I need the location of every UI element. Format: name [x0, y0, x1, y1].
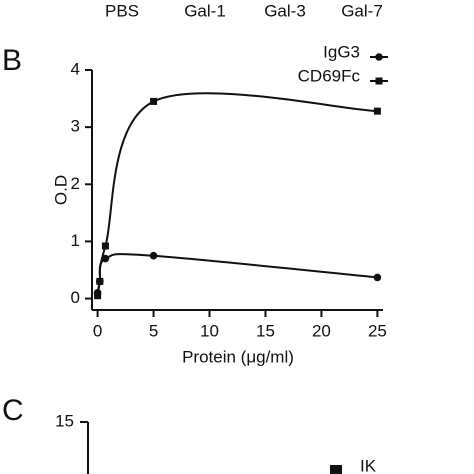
y-tick-label: 2	[71, 174, 80, 193]
x-tick-label: 25	[368, 321, 387, 340]
x-tick-label: 20	[312, 321, 331, 340]
x-tick-label: 15	[256, 321, 275, 340]
y-tick-label: 0	[71, 288, 80, 307]
legend-label: IgG3	[323, 42, 360, 61]
y-tick-label: 15	[55, 411, 74, 430]
series-line	[96, 253, 378, 294]
marker	[101, 242, 109, 250]
marker	[375, 77, 383, 85]
column-label: Gal-1	[184, 1, 226, 20]
column-label: Gal-3	[264, 1, 306, 20]
y-tick-label: 1	[71, 231, 80, 250]
marker	[373, 273, 382, 282]
y-axis-label: O.D	[51, 175, 70, 205]
x-tick-label: 5	[149, 321, 158, 340]
marker	[149, 251, 158, 260]
legend-label: CD69Fc	[298, 66, 361, 85]
y-tick-label: 3	[71, 117, 80, 136]
series-line	[96, 92, 378, 296]
y-tick-label: 4	[71, 59, 80, 78]
marker	[375, 53, 383, 61]
x-axis-label: Protein (μg/ml)	[182, 347, 294, 366]
column-label: Gal-7	[341, 1, 383, 20]
marker	[94, 292, 102, 300]
panel-label: C	[2, 394, 24, 427]
x-tick-label: 0	[93, 321, 102, 340]
marker	[373, 107, 381, 115]
marker	[150, 97, 158, 105]
legend-marker	[330, 465, 342, 474]
panel-label: B	[2, 44, 22, 77]
legend-label: IK	[360, 456, 377, 474]
marker	[96, 277, 104, 285]
column-label: PBS	[105, 1, 139, 20]
x-tick-label: 10	[200, 321, 219, 340]
